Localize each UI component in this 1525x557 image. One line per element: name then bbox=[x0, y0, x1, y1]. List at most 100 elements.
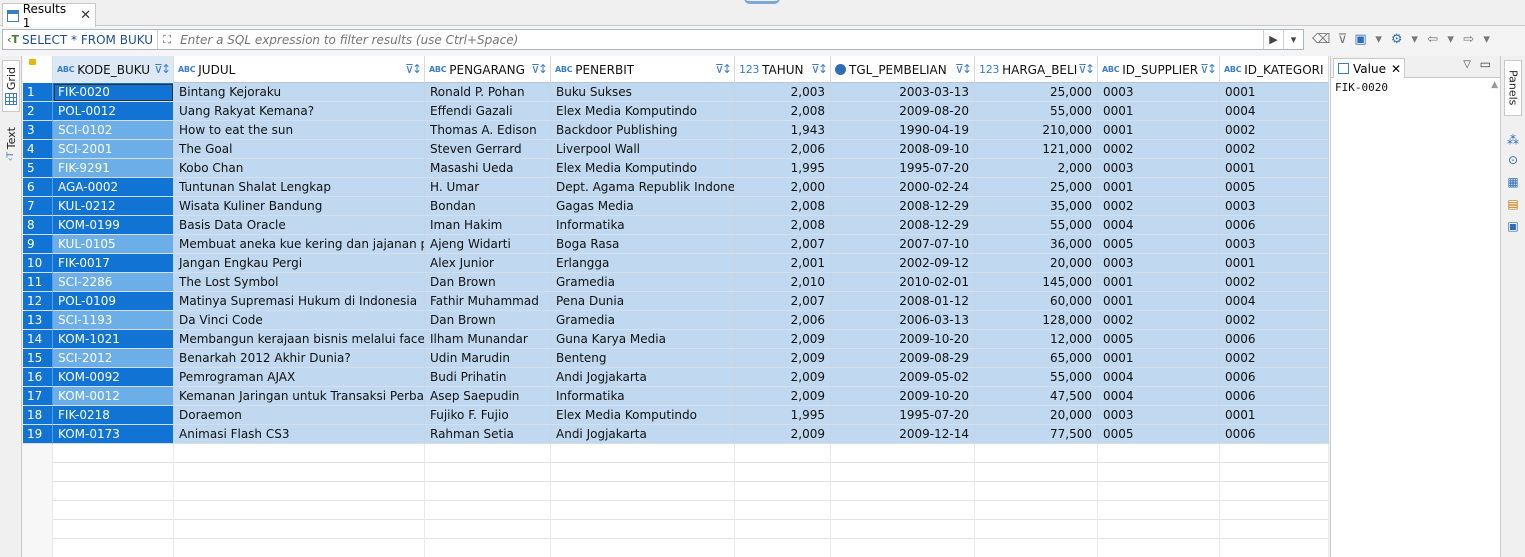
cell-pengarang[interactable]: Ajeng Widarti bbox=[425, 235, 551, 254]
cell-kode-buku[interactable]: KOM-0092 bbox=[53, 368, 174, 387]
table-row[interactable]: 10 FIK-0017 Jangan Engkau Pergi Alex Junior… bbox=[23, 254, 1329, 273]
dropdown-icon-2[interactable]: ▾ bbox=[1411, 32, 1418, 47]
cell-kode-buku[interactable]: AGA-0002 bbox=[53, 178, 174, 197]
cell-tahun[interactable]: 2,001 bbox=[735, 254, 831, 273]
cell-id-supplier[interactable]: 0005 bbox=[1098, 330, 1220, 349]
expand-icon[interactable]: ⛶ bbox=[163, 32, 171, 46]
cell-pengarang[interactable]: Iman Hakim bbox=[425, 216, 551, 235]
cell-tahun[interactable]: 2,003 bbox=[735, 83, 831, 102]
cell-penerbit[interactable]: Gramedia bbox=[551, 273, 735, 292]
cell-tgl-pembelian[interactable]: 2002-09-12 bbox=[831, 254, 975, 273]
row-number[interactable]: 19 bbox=[23, 425, 53, 444]
cell-id-kategori[interactable]: 0001 bbox=[1220, 406, 1329, 425]
cell-judul[interactable]: The Lost Symbol bbox=[174, 273, 425, 292]
row-number[interactable]: 5 bbox=[23, 159, 53, 178]
dropdown-icon-4[interactable]: ▾ bbox=[1483, 32, 1490, 47]
cell-id-kategori[interactable]: 0004 bbox=[1220, 292, 1329, 311]
cell-harga-beli[interactable]: 145,000 bbox=[975, 273, 1098, 292]
table-row[interactable]: 3 SCI-0102 How to eat the sun Thomas A. Edi… bbox=[23, 121, 1329, 140]
results-grid[interactable]: ABC KODE_BUKU ⊽↕ ABC JUDUL ⊽↕ ABC PENGARANG ⊽↕ AB… bbox=[23, 56, 1329, 557]
grouping-icon[interactable]: ▣ bbox=[1507, 219, 1519, 233]
close-icon[interactable]: ✕ bbox=[80, 8, 91, 23]
cell-judul[interactable]: Basis Data Oracle bbox=[174, 216, 425, 235]
cell-tgl-pembelian[interactable]: 2008-12-29 bbox=[831, 216, 975, 235]
cell-id-kategori[interactable]: 0002 bbox=[1220, 121, 1329, 140]
cell-judul[interactable]: Bintang Kejoraku bbox=[174, 83, 425, 102]
cell-judul[interactable]: Animasi Flash CS3 bbox=[174, 425, 425, 444]
cell-kode-buku[interactable]: SCI-0102 bbox=[53, 121, 174, 140]
row-number[interactable]: 2 bbox=[23, 102, 53, 121]
cell-id-kategori[interactable]: 0002 bbox=[1220, 140, 1329, 159]
column-header-tahun[interactable]: 123 TAHUN ⊽↕ bbox=[735, 56, 831, 83]
cell-id-kategori[interactable]: 0006 bbox=[1220, 330, 1329, 349]
cell-id-kategori[interactable]: 0003 bbox=[1220, 235, 1329, 254]
cell-id-supplier[interactable]: 0003 bbox=[1098, 159, 1220, 178]
cell-kode-buku[interactable]: KOM-1021 bbox=[53, 330, 174, 349]
cell-harga-beli[interactable]: 25,000 bbox=[975, 178, 1098, 197]
cell-penerbit[interactable]: Informatika bbox=[551, 387, 735, 406]
cell-penerbit[interactable]: Erlangga bbox=[551, 254, 735, 273]
cell-tahun[interactable]: 2,000 bbox=[735, 178, 831, 197]
cell-tgl-pembelian[interactable]: 2007-07-10 bbox=[831, 235, 975, 254]
filter-sort-icon[interactable]: ⊽↕ bbox=[715, 62, 732, 76]
cell-pengarang[interactable]: Udin Marudin bbox=[425, 349, 551, 368]
cell-id-supplier[interactable]: 0001 bbox=[1098, 178, 1220, 197]
cell-pengarang[interactable]: Fujiko F. Fujio bbox=[425, 406, 551, 425]
cell-tgl-pembelian[interactable]: 2000-02-24 bbox=[831, 178, 975, 197]
cell-penerbit[interactable]: Elex Media Komputindo bbox=[551, 159, 735, 178]
cell-id-kategori[interactable]: 0004 bbox=[1220, 102, 1329, 121]
table-row[interactable]: 15 SCI-2012 Benarkah 2012 Akhir Dunia? Udin… bbox=[23, 349, 1329, 368]
cell-penerbit[interactable]: Gagas Media bbox=[551, 197, 735, 216]
cell-tgl-pembelian[interactable]: 2009-05-02 bbox=[831, 368, 975, 387]
cell-pengarang[interactable]: Effendi Gazali bbox=[425, 102, 551, 121]
cell-harga-beli[interactable]: 20,000 bbox=[975, 406, 1098, 425]
cell-kode-buku[interactable]: POL-0109 bbox=[53, 292, 174, 311]
cell-penerbit[interactable]: Elex Media Komputindo bbox=[551, 102, 735, 121]
cell-harga-beli[interactable]: 65,000 bbox=[975, 349, 1098, 368]
table-row[interactable]: 7 KUL-0212 Wisata Kuliner Bandung Bondan Gag… bbox=[23, 197, 1329, 216]
filter-sort-icon[interactable]: ⊽↕ bbox=[1078, 62, 1095, 76]
cell-id-supplier[interactable]: 0001 bbox=[1098, 102, 1220, 121]
table-row[interactable]: 8 KOM-0199 Basis Data Oracle Iman Hakim Info… bbox=[23, 216, 1329, 235]
cell-kode-buku[interactable]: SCI-2001 bbox=[53, 140, 174, 159]
cell-kode-buku[interactable]: KOM-0199 bbox=[53, 216, 174, 235]
cell-judul[interactable]: Kobo Chan bbox=[174, 159, 425, 178]
cell-id-kategori[interactable]: 0002 bbox=[1220, 311, 1329, 330]
cell-tahun[interactable]: 2,009 bbox=[735, 330, 831, 349]
column-header-judul[interactable]: ABC JUDUL ⊽↕ bbox=[174, 56, 425, 83]
cell-kode-buku[interactable]: SCI-1193 bbox=[53, 311, 174, 330]
cell-judul[interactable]: Pemrograman AJAX bbox=[174, 368, 425, 387]
cell-judul[interactable]: Membangun kerajaan bisnis melalui facebo… bbox=[174, 330, 425, 349]
column-header-kode-buku[interactable]: ABC KODE_BUKU ⊽↕ bbox=[53, 56, 174, 83]
table-row[interactable]: 19 KOM-0173 Animasi Flash CS3 Rahman Setia A… bbox=[23, 425, 1329, 444]
cell-harga-beli[interactable]: 47,500 bbox=[975, 387, 1098, 406]
table-row[interactable]: 11 SCI-2286 The Lost Symbol Dan Brown Gramed… bbox=[23, 273, 1329, 292]
cell-pengarang[interactable]: Fathir Muhammad bbox=[425, 292, 551, 311]
cell-id-kategori[interactable]: 0002 bbox=[1220, 349, 1329, 368]
cell-tahun[interactable]: 2,006 bbox=[735, 140, 831, 159]
dropdown-icon-3[interactable]: ▾ bbox=[1447, 32, 1454, 47]
column-header-harga-beli[interactable]: 123 HARGA_BELI ⊽↕ bbox=[975, 56, 1098, 83]
cell-pengarang[interactable]: Asep Saepudin bbox=[425, 387, 551, 406]
cell-tahun[interactable]: 2,009 bbox=[735, 387, 831, 406]
cell-penerbit[interactable]: Benteng bbox=[551, 349, 735, 368]
cell-harga-beli[interactable]: 210,000 bbox=[975, 121, 1098, 140]
tab-results-1[interactable]: Results 1 ✕ bbox=[2, 2, 96, 30]
cell-pengarang[interactable]: Budi Prihatin bbox=[425, 368, 551, 387]
cell-pengarang[interactable]: Alex Junior bbox=[425, 254, 551, 273]
cell-tahun[interactable]: 2,008 bbox=[735, 197, 831, 216]
cell-kode-buku[interactable]: FIK-0017 bbox=[53, 254, 174, 273]
column-header-id-kategori[interactable]: ABC ID_KATEGORI bbox=[1220, 56, 1329, 83]
cell-kode-buku[interactable]: FIK-9291 bbox=[53, 159, 174, 178]
row-number[interactable]: 9 bbox=[23, 235, 53, 254]
filter-input[interactable] bbox=[176, 30, 1263, 49]
dropdown-icon[interactable]: ▾ bbox=[1375, 32, 1382, 47]
row-number[interactable]: 13 bbox=[23, 311, 53, 330]
row-number[interactable]: 12 bbox=[23, 292, 53, 311]
cell-penerbit[interactable]: Buku Sukses bbox=[551, 83, 735, 102]
cell-id-kategori[interactable]: 0001 bbox=[1220, 159, 1329, 178]
sql-query-label[interactable]: ‹T SELECT * FROM BUKU bbox=[3, 30, 159, 49]
cell-tahun[interactable]: 2,009 bbox=[735, 349, 831, 368]
row-number[interactable]: 17 bbox=[23, 387, 53, 406]
cell-tgl-pembelian[interactable]: 2003-03-13 bbox=[831, 83, 975, 102]
